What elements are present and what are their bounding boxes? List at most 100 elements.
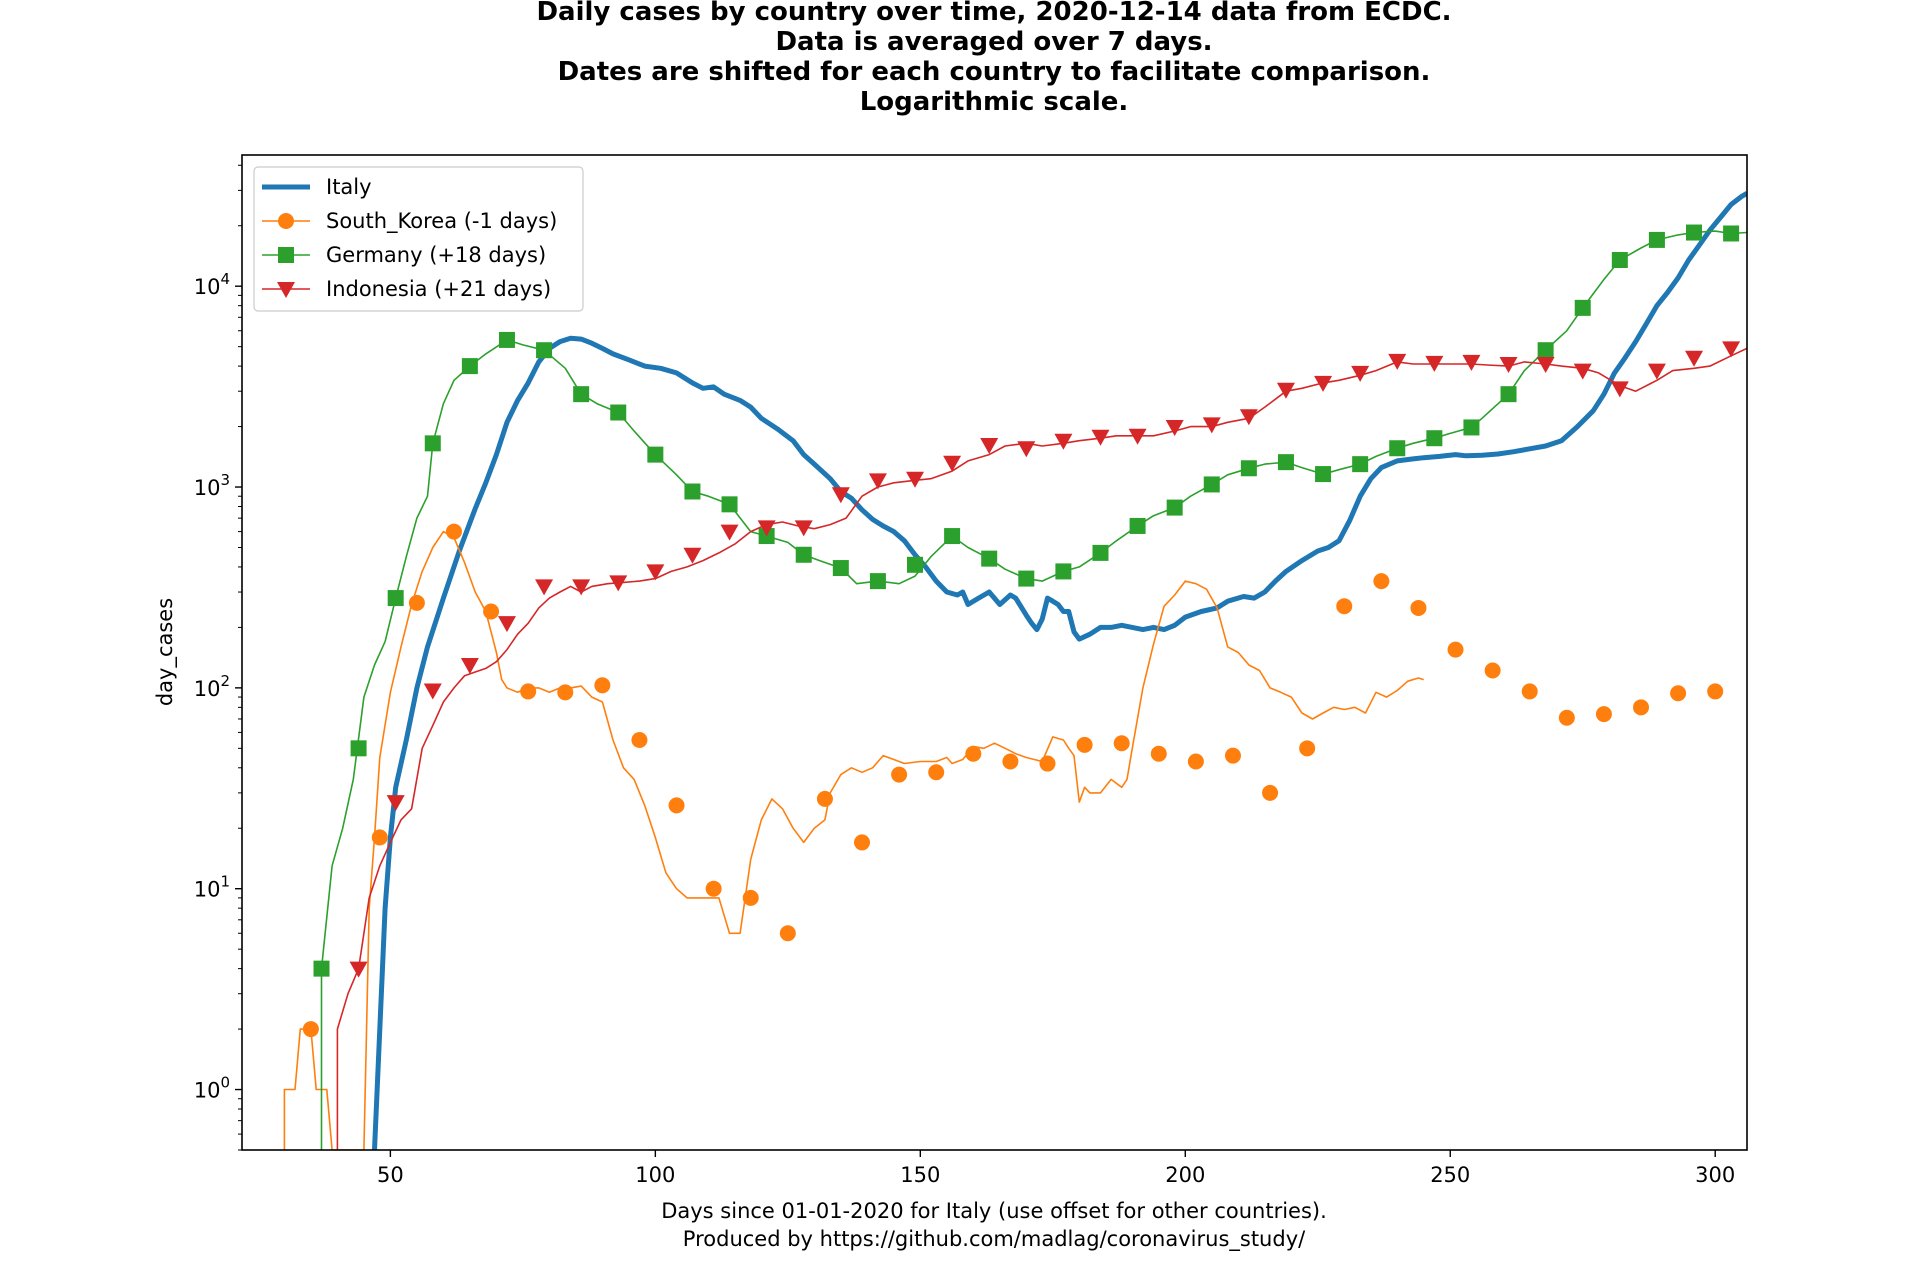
data-point-marker xyxy=(831,487,850,504)
legend-entry: Italy xyxy=(262,175,372,199)
data-point-marker xyxy=(278,247,294,263)
data-point-marker xyxy=(1239,409,1258,426)
x-axis-label-line: Days since 01-01-2020 for Italy (use off… xyxy=(661,1199,1327,1223)
data-point-marker xyxy=(461,358,478,375)
legend-entry: Indonesia (+21 days) xyxy=(262,277,551,301)
data-point-marker xyxy=(1647,363,1666,380)
legend-box xyxy=(253,166,584,312)
chart-title: Daily cases by country over time, 2020-1… xyxy=(536,0,1451,117)
data-point-marker xyxy=(423,683,442,700)
data-point-marker xyxy=(1722,341,1741,358)
y-tick-label: 102 xyxy=(194,672,230,701)
x-tick-label: 250 xyxy=(1430,1163,1470,1187)
data-point-marker xyxy=(1574,299,1591,316)
x-axis-label-line: Produced by https://github.com/madlag/co… xyxy=(683,1227,1306,1252)
data-point-marker xyxy=(1707,683,1724,700)
data-point-marker xyxy=(1187,753,1204,770)
legend-label: South_Korea (-1 days) xyxy=(326,209,557,234)
data-point-marker xyxy=(594,677,611,694)
data-point-marker xyxy=(1462,354,1481,371)
plot-area xyxy=(242,155,1747,1150)
data-point-marker xyxy=(1388,353,1407,370)
x-axis-label: Days since 01-01-2020 for Italy (use off… xyxy=(661,1199,1327,1252)
data-point-marker xyxy=(1336,598,1353,615)
series-layer xyxy=(283,191,1747,1150)
chart-title-line: Daily cases by country over time, 2020-1… xyxy=(536,0,1451,27)
data-point-marker xyxy=(1002,753,1019,770)
data-point-marker xyxy=(1611,252,1628,269)
data-point-marker xyxy=(832,560,849,577)
data-point-marker xyxy=(943,455,962,472)
data-point-marker xyxy=(854,834,871,851)
data-point-marker xyxy=(668,797,685,814)
data-point-marker xyxy=(1018,570,1035,587)
data-point-marker xyxy=(520,683,537,700)
data-point-marker xyxy=(1166,499,1183,516)
series-line xyxy=(283,530,1424,1150)
data-point-marker xyxy=(1536,356,1555,373)
data-point-marker xyxy=(684,483,701,500)
data-point-marker xyxy=(794,520,813,537)
data-point-marker xyxy=(1723,225,1740,242)
data-point-marker xyxy=(1425,355,1444,372)
data-point-marker xyxy=(349,961,368,978)
data-point-marker xyxy=(1165,420,1184,437)
data-point-marker xyxy=(313,960,330,977)
data-point-marker xyxy=(720,524,739,541)
data-point-marker xyxy=(386,795,405,812)
data-point-marker xyxy=(1426,430,1443,447)
data-point-marker xyxy=(350,740,367,757)
data-point-marker xyxy=(1128,428,1147,445)
data-point-marker xyxy=(980,437,999,454)
series-line xyxy=(372,191,1747,1150)
data-point-marker xyxy=(1224,747,1241,764)
data-point-marker xyxy=(1113,735,1130,752)
series xyxy=(372,191,1747,1150)
data-point-marker xyxy=(795,546,812,563)
data-point-marker xyxy=(1262,784,1279,801)
data-point-marker xyxy=(1633,699,1650,716)
legend-label: Indonesia (+21 days) xyxy=(326,277,551,301)
data-point-marker xyxy=(536,342,553,359)
data-point-marker xyxy=(944,528,961,545)
data-point-marker xyxy=(445,523,462,540)
data-point-marker xyxy=(1648,231,1665,248)
data-point-marker xyxy=(1670,685,1687,702)
data-point-marker xyxy=(1484,662,1501,679)
series xyxy=(283,523,1724,1150)
data-point-marker xyxy=(981,550,998,567)
data-point-marker xyxy=(557,684,574,701)
data-point-marker xyxy=(1573,363,1592,380)
data-point-marker xyxy=(497,616,516,633)
data-point-marker xyxy=(1686,224,1703,241)
legend: Italy South_Korea (-1 days) Germany (+18 d… xyxy=(253,166,584,312)
data-point-marker xyxy=(646,564,665,581)
data-point-marker xyxy=(928,764,945,781)
data-point-marker xyxy=(1129,517,1146,534)
x-axis-ticks: 50 100 150 200 250 300 xyxy=(377,1150,1735,1187)
data-point-marker xyxy=(278,213,294,229)
data-point-marker xyxy=(1202,417,1221,434)
legend-entry: Germany (+18 days) xyxy=(262,243,546,267)
data-point-marker xyxy=(1463,419,1480,436)
data-point-marker xyxy=(1150,745,1167,762)
chart-title-line: Dates are shifted for each country to fa… xyxy=(558,57,1431,87)
data-point-marker xyxy=(742,889,759,906)
data-point-marker xyxy=(1558,709,1575,726)
data-point-marker xyxy=(1055,563,1072,580)
data-point-marker xyxy=(573,386,590,403)
chart-title-line: Logarithmic scale. xyxy=(860,87,1129,117)
data-point-marker xyxy=(483,603,500,620)
data-point-marker xyxy=(498,331,515,348)
data-point-marker xyxy=(816,790,833,807)
y-tick-label: 100 xyxy=(194,1074,230,1103)
data-point-marker xyxy=(631,732,648,749)
y-axis-label: day_cases xyxy=(153,598,178,706)
data-point-marker xyxy=(1092,544,1109,561)
data-point-marker xyxy=(277,282,295,298)
data-point-marker xyxy=(965,745,982,762)
data-point-marker xyxy=(1351,365,1370,382)
data-point-marker xyxy=(1373,573,1390,590)
data-point-marker xyxy=(535,579,554,596)
data-point-marker xyxy=(1039,755,1056,772)
